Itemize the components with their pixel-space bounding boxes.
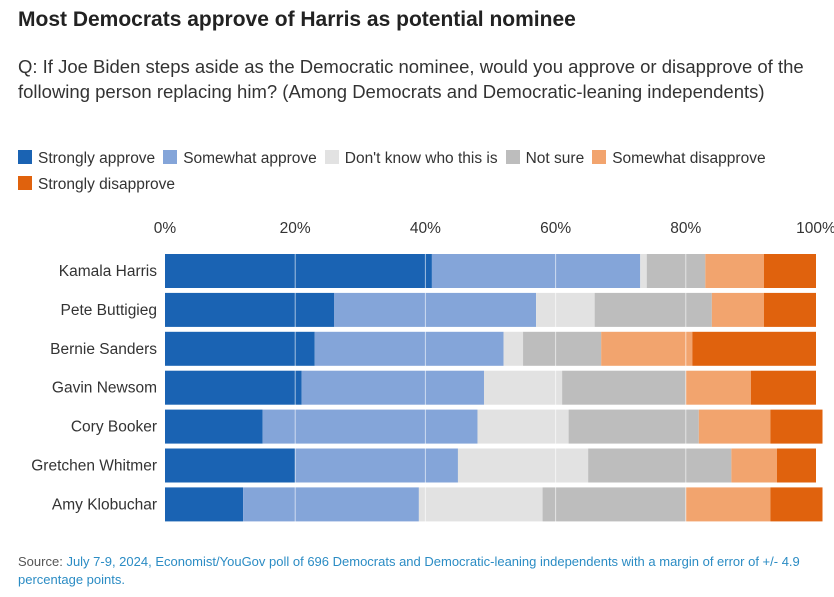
legend-swatch <box>18 176 32 190</box>
bar-segment <box>477 409 569 444</box>
x-tick-label: 80% <box>670 220 701 237</box>
x-tick-label: 100% <box>796 220 834 237</box>
bar-segment <box>165 409 263 444</box>
bar-segment <box>770 409 823 444</box>
bar-segment <box>685 487 771 522</box>
bar-segment <box>588 448 732 483</box>
category-label: Cory Booker <box>71 419 157 436</box>
legend-label: Somewhat disapprove <box>612 150 766 167</box>
category-label: Gavin Newsom <box>52 380 157 397</box>
bar-segment <box>711 292 764 327</box>
legend-item: Not sure <box>505 146 585 172</box>
bar-segment <box>731 448 777 483</box>
category-label: Amy Klobuchar <box>52 496 157 513</box>
x-tick-label: 0% <box>154 220 177 237</box>
bar-segment <box>594 292 712 327</box>
category-label: Kamala Harris <box>59 263 157 280</box>
legend-item: Somewhat disapprove <box>592 146 766 172</box>
legend: Strongly approve Somewhat approve Don't kn… <box>18 146 818 198</box>
bar-segment <box>503 331 524 366</box>
bar-segment <box>562 370 686 405</box>
x-tick-label: 20% <box>280 220 311 237</box>
source-text[interactable]: July 7-9, 2024, Economist/YouGov poll of… <box>18 554 800 587</box>
legend-label: Not sure <box>525 150 585 167</box>
bar-segment <box>568 409 699 444</box>
category-label: Bernie Sanders <box>50 341 157 358</box>
bar-segment <box>536 292 595 327</box>
legend-swatch <box>505 150 520 164</box>
bar-segment <box>542 487 686 522</box>
bar-segment <box>165 448 296 483</box>
bar-segment <box>601 331 693 366</box>
bar-segment <box>165 292 335 327</box>
survey-question: Q: If Joe Biden steps aside as the Democ… <box>18 56 804 102</box>
bar-segment <box>692 331 816 366</box>
legend-item: Somewhat approve <box>163 146 317 172</box>
bar-segment <box>165 487 244 522</box>
legend-label: Strongly approve <box>38 150 156 167</box>
bar-segment <box>646 254 706 288</box>
bar-segment <box>523 331 602 366</box>
source-note: Source: July 7-9, 2024, Economist/YouGov… <box>18 553 818 589</box>
legend-label: Strongly disapprove <box>38 176 175 193</box>
bar-segment <box>165 331 315 366</box>
category-label: Gretchen Whitmer <box>31 458 157 475</box>
bar-segment <box>705 254 764 288</box>
legend-item: Strongly disapprove <box>18 172 175 198</box>
bar-segment <box>640 254 647 288</box>
bar-segment <box>334 292 537 327</box>
bar-segment <box>165 254 432 288</box>
bar-segment <box>314 331 504 366</box>
x-tick-label: 40% <box>410 220 441 237</box>
bar-segment <box>763 292 816 327</box>
bar-segment <box>431 254 641 288</box>
legend-swatch <box>18 150 32 164</box>
legend-swatch <box>324 150 339 164</box>
legend-item: Strongly approve <box>18 146 155 172</box>
chart-title: Most Democrats approve of Harris as pote… <box>18 8 576 31</box>
bar-segment <box>483 370 563 405</box>
bar-segment <box>165 370 302 405</box>
bar-segment <box>776 448 816 483</box>
bar-segment <box>295 448 458 483</box>
bar-segment <box>457 448 589 483</box>
legend-swatch <box>592 150 607 164</box>
category-label: Pete Buttigieg <box>60 302 157 319</box>
source-label: Source: <box>18 554 63 569</box>
stacked-bar-chart: 0% 20% 40% 60% 80% 100% Kamala Harris Pete Butt… <box>31 220 834 526</box>
legend-swatch <box>163 150 178 164</box>
legend-label: Somewhat approve <box>183 150 317 167</box>
bar-segment <box>243 487 419 522</box>
bar-segment <box>262 409 478 444</box>
bar-segment <box>301 370 484 405</box>
bar-segment <box>770 487 823 522</box>
bar-segment <box>685 370 751 405</box>
bar-segment <box>750 370 816 405</box>
x-tick-label: 60% <box>540 220 571 237</box>
bar-segment <box>763 254 816 288</box>
legend-label: Don't know who this is <box>344 150 498 167</box>
legend-item: Don't know who this is <box>324 146 498 172</box>
bar-segment <box>418 487 543 522</box>
bar-segment <box>698 409 771 444</box>
